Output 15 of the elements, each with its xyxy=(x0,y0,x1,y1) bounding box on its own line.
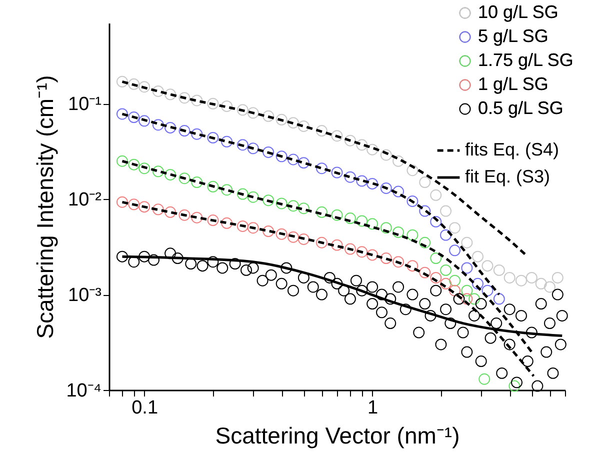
legend-label: fits Eq. (S4) xyxy=(465,140,560,160)
x-tick-label: 1 xyxy=(368,398,378,418)
legend-label: 1 g/L SG xyxy=(478,74,548,94)
legend-label: 1.75 g/L SG xyxy=(478,50,574,70)
x-tick-label: 0.1 xyxy=(132,398,158,418)
y-tick-label: 10⁻³ xyxy=(68,285,102,306)
y-tick-label: 10⁻⁴ xyxy=(66,380,102,402)
legend-label: 5 g/L SG xyxy=(478,26,548,46)
legend-label: fit Eq. (S3) xyxy=(465,166,550,186)
y-axis-title: Scattering Intensity (cm⁻¹) xyxy=(32,75,58,339)
legend-label: 0.5 g/L SG xyxy=(478,98,564,118)
y-tick-label: 10⁻² xyxy=(68,190,102,211)
x-axis-title: Scattering Vector (nm⁻¹) xyxy=(215,422,460,448)
y-tick-label: 10⁻¹ xyxy=(68,94,102,116)
legend-label: 10 g/L SG xyxy=(478,2,558,22)
